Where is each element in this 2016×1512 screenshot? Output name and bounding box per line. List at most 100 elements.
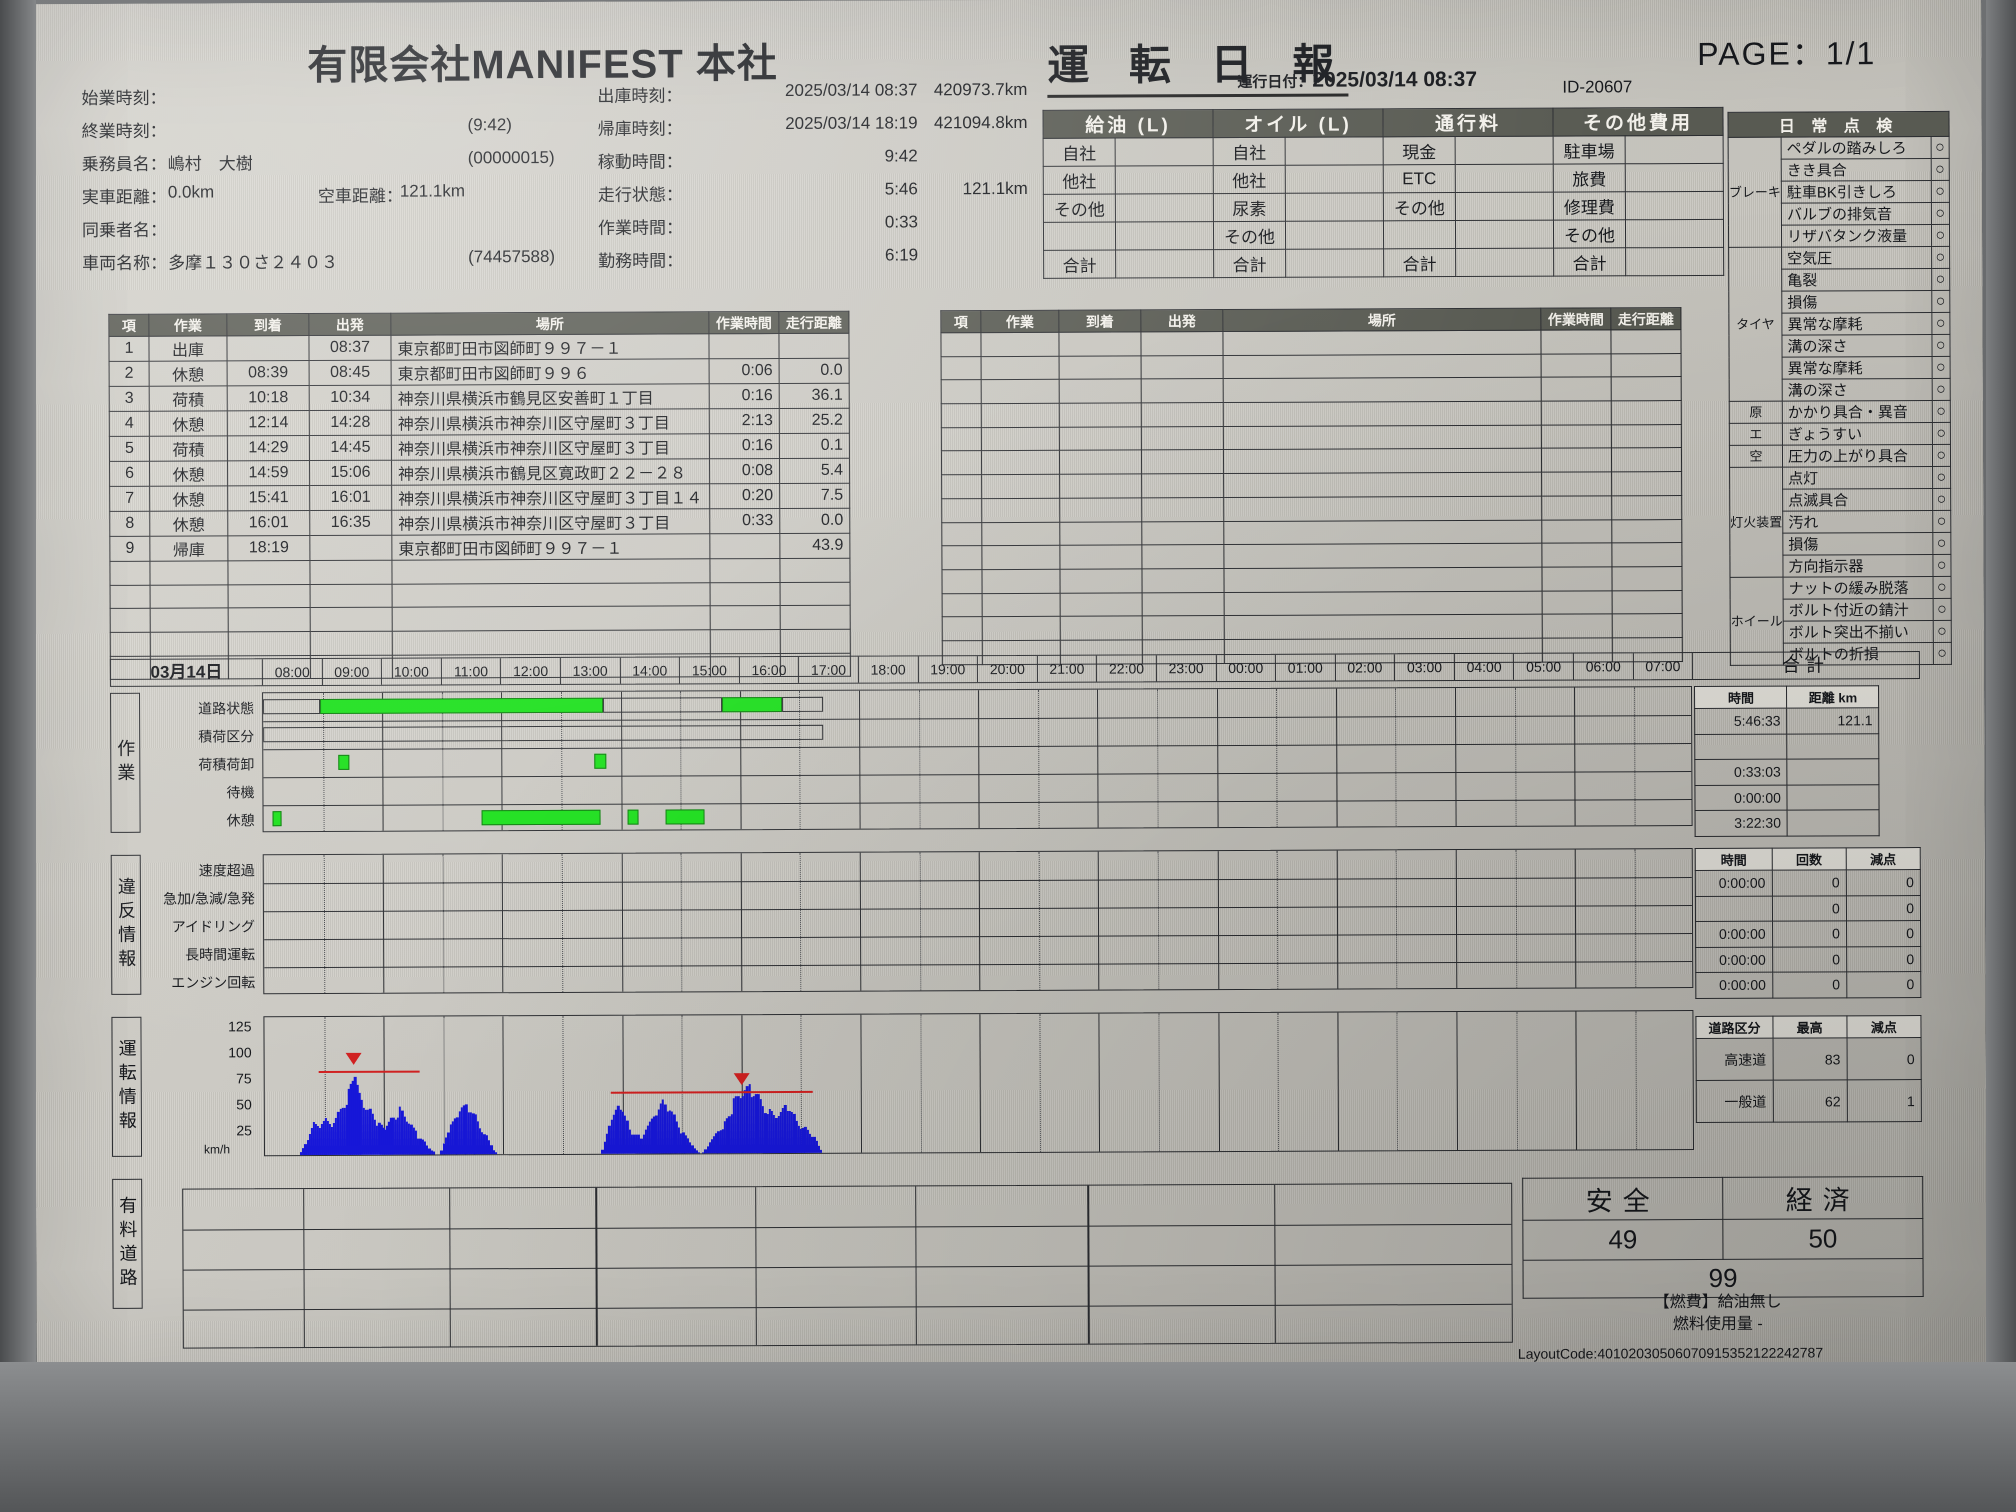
cost-value-cell[interactable] bbox=[1115, 165, 1214, 195]
timeline-gridline bbox=[1217, 851, 1219, 990]
inspection-item-label: 異常な摩耗 bbox=[1782, 356, 1932, 380]
timeline-total-header: 合計 bbox=[1781, 655, 1831, 676]
run-date-label: 運行日付： bbox=[1237, 73, 1313, 91]
totals-row: 3:22:30 bbox=[1695, 809, 1880, 837]
cost-value-cell[interactable] bbox=[1115, 249, 1214, 279]
cost-row-label: その他 bbox=[1043, 194, 1116, 223]
driving-distance: 121.1km bbox=[962, 178, 1028, 199]
toll-col-divider bbox=[595, 1187, 598, 1346]
trip-cell-depart: 16:01 bbox=[309, 485, 392, 511]
inspection-item-label: 点灯 bbox=[1782, 466, 1933, 490]
inspection-check-mark[interactable]: ○ bbox=[1932, 488, 1951, 511]
trip-cell-empty bbox=[780, 605, 851, 630]
inspection-check-mark[interactable]: ○ bbox=[1932, 532, 1951, 555]
cost-value-cell[interactable] bbox=[1455, 164, 1554, 193]
totals-cell: 0:00:00 bbox=[1695, 921, 1773, 948]
cost-value-cell[interactable] bbox=[1285, 136, 1384, 166]
cost-value-cell[interactable] bbox=[1625, 163, 1724, 192]
inspection-check-mark[interactable]: ○ bbox=[1930, 202, 1950, 225]
cost-value-cell[interactable] bbox=[1115, 221, 1214, 251]
timeline-totals-table: 時間 距離 km 5:46:33 121.1 0:33:03 0:00:00 3:22:30 bbox=[1694, 685, 1880, 837]
trip-cell-empty bbox=[1224, 590, 1543, 616]
inspection-check-mark[interactable]: ○ bbox=[1932, 598, 1952, 621]
inspection-check-mark[interactable]: ○ bbox=[1932, 510, 1951, 533]
trip-cell-empty bbox=[1223, 448, 1542, 474]
table-row[interactable]: 7 休憩 15:41 16:01 神奈川県横浜市神奈川区守屋町３丁目１４ 0:20 7.5 bbox=[109, 483, 850, 512]
table-row[interactable]: 9 帰庫 18:19 東京都町田市図師町９９７－１ 43.9 bbox=[109, 533, 850, 562]
table-row[interactable]: 8 休憩 16:01 16:35 神奈川県横浜市神奈川区守屋町３丁目 0:33 0.0 bbox=[109, 508, 850, 537]
trip-cell-empty bbox=[392, 629, 711, 655]
inspection-check-mark[interactable]: ○ bbox=[1932, 642, 1952, 665]
cost-value-cell[interactable] bbox=[1455, 220, 1554, 249]
cost-value-cell[interactable] bbox=[1285, 248, 1384, 278]
cost-value-cell[interactable] bbox=[1285, 164, 1384, 194]
cost-value-cell[interactable] bbox=[1625, 247, 1724, 276]
cost-value-cell[interactable] bbox=[1625, 191, 1724, 220]
timeline-date-label: 03月14日 bbox=[110, 659, 263, 686]
trip-cell-empty bbox=[110, 608, 151, 633]
inspection-check-mark[interactable]: ○ bbox=[1930, 136, 1950, 159]
inspection-check-mark[interactable]: ○ bbox=[1931, 444, 1951, 467]
return-odometer: 421094.8km bbox=[933, 112, 1028, 133]
toll-col-divider bbox=[755, 1187, 758, 1346]
inspection-check-mark[interactable]: ○ bbox=[1932, 620, 1952, 643]
trip-cell-empty bbox=[941, 451, 982, 475]
inspection-check-mark[interactable]: ○ bbox=[1932, 576, 1952, 599]
inspection-check-mark[interactable]: ○ bbox=[1931, 290, 1950, 313]
inspection-check-mark[interactable]: ○ bbox=[1931, 246, 1950, 269]
timeline-gridline bbox=[1218, 1013, 1220, 1152]
totals-cell: 一般道 bbox=[1696, 1080, 1773, 1123]
table-row[interactable]: 1 出庫 08:37 東京都町田市図師町９９７－１ bbox=[108, 333, 850, 362]
totals-cell: 0 bbox=[1846, 920, 1921, 947]
inspection-check-mark[interactable]: ○ bbox=[1931, 422, 1951, 445]
inspection-check-mark[interactable]: ○ bbox=[1931, 400, 1951, 423]
inspection-check-mark[interactable]: ○ bbox=[1930, 180, 1950, 203]
cost-value-cell[interactable] bbox=[1455, 248, 1554, 277]
inspection-check-mark[interactable]: ○ bbox=[1931, 312, 1950, 335]
table-row[interactable]: 2 休憩 08:39 08:45 東京都町田市図師町９９６ 0:06 0.0 bbox=[109, 358, 850, 387]
timeline-gridline bbox=[1395, 688, 1397, 827]
cost-row-label: 自社 bbox=[1043, 138, 1116, 167]
cost-row-label: 合計 bbox=[1043, 250, 1116, 279]
trip-cell-empty bbox=[709, 558, 781, 583]
trip-cell-place: 神奈川県横浜市鶴見区寛政町２２－２８ bbox=[391, 458, 710, 486]
inspection-check-mark[interactable]: ○ bbox=[1932, 466, 1951, 489]
timeline-gridline bbox=[1515, 849, 1517, 988]
economy-label: 経済 bbox=[1722, 1176, 1923, 1220]
inspection-check-mark[interactable]: ○ bbox=[1931, 268, 1950, 291]
inspection-check-mark[interactable]: ○ bbox=[1930, 224, 1950, 247]
totals-cell: 0 bbox=[1772, 971, 1847, 998]
cost-value-cell[interactable] bbox=[1285, 220, 1384, 250]
table-row[interactable]: 3 荷積 10:18 10:34 神奈川県横浜市鶴見区安善町１丁目 0:16 36.1 bbox=[109, 383, 850, 412]
inspection-row: 原かかり具合・異音 ○ bbox=[1729, 400, 1951, 424]
table-row-empty bbox=[942, 613, 1683, 641]
cost-value-cell[interactable] bbox=[1115, 137, 1214, 167]
trip-cell-empty bbox=[942, 616, 983, 641]
cost-value-cell[interactable] bbox=[1625, 135, 1724, 164]
trip-cell-empty bbox=[710, 582, 781, 607]
trip-cell-depart: 14:28 bbox=[309, 410, 392, 436]
inspection-check-mark[interactable]: ○ bbox=[1930, 158, 1950, 181]
cost-value-cell[interactable] bbox=[1455, 192, 1554, 221]
cost-value-cell[interactable] bbox=[1115, 193, 1214, 223]
totals-row: 0:33:03 bbox=[1695, 758, 1880, 786]
timeline-gridline bbox=[1396, 1012, 1399, 1151]
timeline-gridline bbox=[443, 1016, 445, 1155]
trip-cell-empty bbox=[110, 632, 151, 657]
cost-value-cell[interactable] bbox=[1455, 136, 1554, 165]
table-row[interactable]: 6 休憩 14:59 15:06 神奈川県横浜市鶴見区寛政町２２－２８ 0:08 5.4 bbox=[109, 458, 850, 487]
inspection-check-mark[interactable]: ○ bbox=[1931, 334, 1951, 357]
table-row[interactable]: 4 休憩 12:14 14:28 神奈川県横浜市神奈川区守屋町３丁目 2:13 25.2 bbox=[109, 408, 850, 437]
inspection-row: 灯火装置 点灯 ○ bbox=[1729, 466, 1951, 578]
inspection-check-mark[interactable]: ○ bbox=[1932, 554, 1952, 577]
timeline-activity-bar bbox=[781, 696, 824, 712]
timeline-gridline bbox=[1277, 1012, 1280, 1151]
timeline-hour-tick: 07:00 bbox=[1633, 653, 1694, 680]
trip-cell-empty bbox=[780, 629, 851, 654]
cost-value-cell[interactable] bbox=[1285, 192, 1384, 222]
table-row[interactable]: 5 荷積 14:29 14:45 神奈川県横浜市神奈川区守屋町３丁目 0:16 0.1 bbox=[109, 433, 850, 462]
trip-cell-empty bbox=[1141, 497, 1224, 522]
inspection-check-mark[interactable]: ○ bbox=[1931, 356, 1951, 379]
inspection-check-mark[interactable]: ○ bbox=[1931, 378, 1951, 401]
cost-value-cell[interactable] bbox=[1625, 219, 1724, 248]
